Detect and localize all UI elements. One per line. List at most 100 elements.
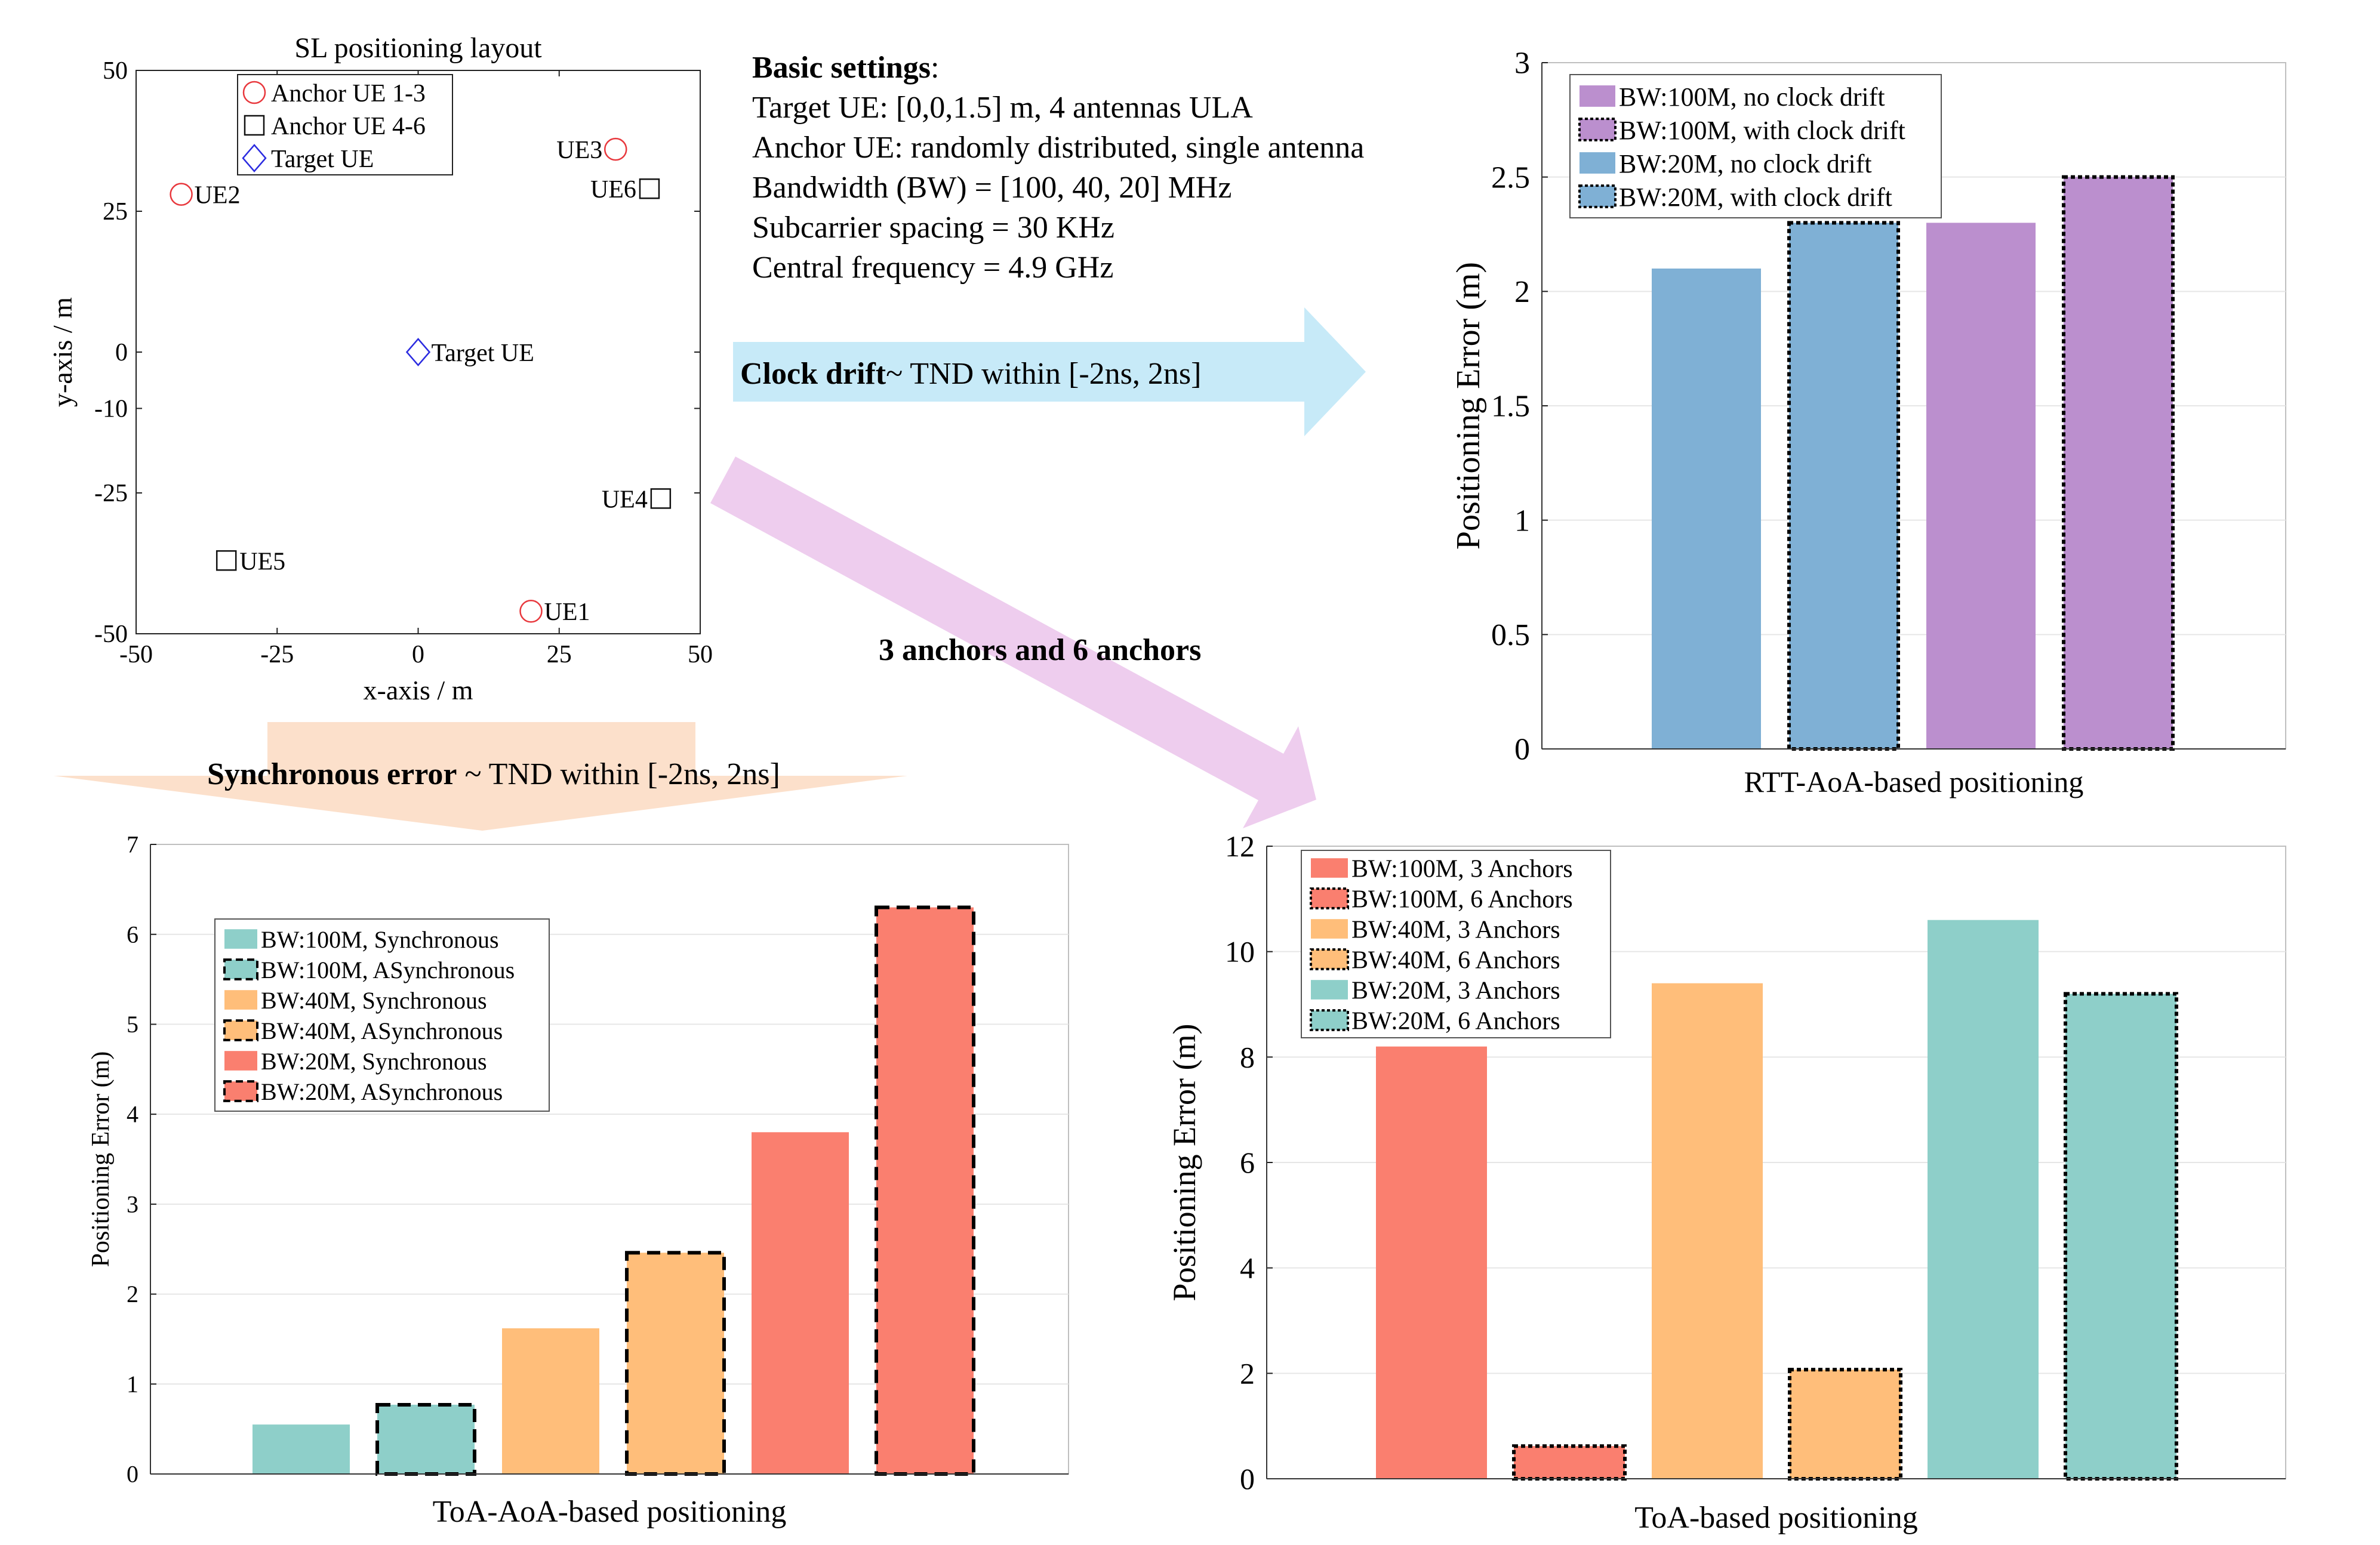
toa_aoa-legend-swatch xyxy=(224,929,257,949)
rtt-legend-label: BW:100M, with clock drift xyxy=(1619,116,1905,145)
toa_aoa-bar xyxy=(625,1251,726,1476)
toa_aoa-legend-label: BW:40M, ASynchronous xyxy=(261,1017,503,1044)
toa-xlabel: ToA-based positioning xyxy=(1634,1501,1917,1535)
rtt-bar xyxy=(1652,269,1761,749)
toa-bar xyxy=(1376,1046,1487,1479)
sync-error-arrow xyxy=(54,722,907,831)
toa-bar xyxy=(2064,992,2178,1481)
rtt-ytick-label: 1.5 xyxy=(1491,390,1530,424)
layout-ytick-label: -10 xyxy=(94,395,128,423)
toa-legend-swatch xyxy=(1310,1009,1349,1031)
rtt-ytick-label: 1 xyxy=(1514,504,1530,538)
layout-point-label: UE1 xyxy=(544,599,590,626)
layout-ytick-label: 50 xyxy=(103,57,128,85)
toa-ytick-label: 8 xyxy=(1240,1040,1255,1074)
settings-line-frequency: Central frequency = 4.9 GHz xyxy=(752,251,1114,285)
layout-point-circle xyxy=(604,137,627,161)
settings-line-bandwidth: Bandwidth (BW) = [100, 40, 20] MHz xyxy=(752,171,1232,205)
settings-line-subcarrier: Subcarrier spacing = 30 KHz xyxy=(752,211,1114,245)
toa-bar xyxy=(1788,1368,1902,1481)
layout-point-label: UE2 xyxy=(195,182,241,209)
toa_aoa-legend-label: BW:40M, Synchronous xyxy=(261,987,487,1014)
basic-settings-text: Basic settings: Target UE: [0,0,1.5] m, … xyxy=(752,48,1364,288)
toa_aoa-bar xyxy=(875,905,975,1476)
layout-point-square xyxy=(215,550,237,571)
rtt-legend-swatch xyxy=(1580,85,1615,107)
toa-legend-swatch xyxy=(1311,858,1348,878)
toa-legend-label: BW:40M, 6 Anchors xyxy=(1351,947,1560,975)
toa_aoa-legend-box xyxy=(214,918,550,1112)
toa-bar xyxy=(1652,983,1763,1479)
layout-chart: SL positioning layout -50 -25 0 25 50 -50 -25 -1… xyxy=(47,32,713,705)
clock-drift-bold: Clock drift xyxy=(740,357,886,391)
rtt-bar xyxy=(1926,223,2036,749)
toa_aoa-legend-label: BW:20M, Synchronous xyxy=(261,1048,487,1075)
toa-legend-swatch xyxy=(1311,919,1348,939)
toa-legend-swatch xyxy=(1310,887,1349,909)
rtt-legend-label: BW:100M, no clock drift xyxy=(1619,82,1885,112)
toa_aoa-ylabel: Positioning Error (m) xyxy=(87,1051,115,1268)
toa-bar xyxy=(1512,1444,1627,1481)
layout-point-label: UE5 xyxy=(239,548,285,575)
rtt-bar xyxy=(2062,175,2175,751)
layout-legend-label: Anchor UE 4-6 xyxy=(271,113,426,140)
clock-drift-arrow xyxy=(733,307,1366,436)
anchors-bold: 3 anchors and 6 anchors xyxy=(879,633,1202,667)
toa-ytick-label: 10 xyxy=(1225,935,1255,969)
toa_aoa-ytick-label: 0 xyxy=(127,1461,138,1488)
toa-bar xyxy=(1928,920,2039,1479)
layout-point-label: UE6 xyxy=(590,176,636,203)
layout-xtick-label: -25 xyxy=(260,641,294,668)
layout-legend-label: Target UE xyxy=(271,146,374,173)
toa-aoa-chart: 0 1 2 3 4 5 6 7 ToA-AoA-based positioning Positio… xyxy=(87,831,1069,1529)
toa-legend-label: BW:100M, 3 Anchors xyxy=(1351,856,1573,883)
rtt-xlabel: RTT-AoA-based positioning xyxy=(1744,765,2084,798)
toa-chart: 0 2 4 6 8 10 12 ToA-based positioning Positionin… xyxy=(1166,829,2286,1535)
rtt-aoa-chart: 0 0.5 1 1.5 2 2.5 3 RTT-AoA-based positioning Po… xyxy=(1450,47,2286,798)
rtt-bar xyxy=(1787,221,1900,751)
layout-legend-label: Anchor UE 1-3 xyxy=(271,80,426,107)
layout-point-diamond xyxy=(405,338,431,366)
toa_aoa-ytick-label: 2 xyxy=(127,1281,138,1307)
toa-ytick-label: 0 xyxy=(1240,1462,1255,1495)
clock-drift-label: Clock drift~ TND within [-2ns, 2ns] xyxy=(740,356,1201,391)
toa_aoa-ytick-label: 7 xyxy=(127,831,138,858)
clock-drift-rest: ~ TND within [-2ns, 2ns] xyxy=(886,357,1202,391)
layout-point-square xyxy=(639,178,660,199)
toa_aoa-legend-label: BW:20M, ASynchronous xyxy=(261,1078,503,1105)
layout-ylabel: y-axis / m xyxy=(47,297,78,407)
toa-ytick-label: 2 xyxy=(1240,1356,1255,1390)
anchors-arrow xyxy=(710,457,1316,828)
rtt-legend-swatch xyxy=(1578,118,1617,141)
layout-point-circle xyxy=(519,599,543,623)
rtt-legend-swatch xyxy=(1580,152,1615,174)
layout-xlabel: x-axis / m xyxy=(364,675,473,705)
rtt-legend-swatch xyxy=(1578,184,1617,208)
rtt-ytick-label: 0.5 xyxy=(1491,618,1530,652)
sync-error-rest: ~ TND within [-2ns, 2ns] xyxy=(457,757,780,791)
layout-xtick-label: -50 xyxy=(119,641,153,668)
layout-point-square xyxy=(650,488,672,509)
rtt-legend-box xyxy=(1569,74,1942,218)
layout-legend-marker xyxy=(242,81,266,104)
layout-legend-marker xyxy=(242,144,267,172)
toa-legend-label: BW:40M, 3 Anchors xyxy=(1351,917,1560,944)
toa_aoa-legend-swatch xyxy=(223,1019,258,1041)
layout-point-label: Target UE xyxy=(432,340,534,367)
toa_aoa-bar xyxy=(752,1132,849,1474)
layout-legend-box xyxy=(237,74,453,175)
toa_aoa-xlabel: ToA-AoA-based positioning xyxy=(433,1495,787,1529)
rtt-ytick-label: 2.5 xyxy=(1491,161,1530,195)
settings-heading: Basic settings xyxy=(752,51,931,85)
rtt-ytick-label: 0 xyxy=(1514,733,1530,767)
toa_aoa-bar xyxy=(375,1402,476,1476)
toa-legend-label: BW:20M, 6 Anchors xyxy=(1351,1008,1560,1035)
toa-legend-swatch xyxy=(1311,980,1348,1000)
toa_aoa-legend-swatch xyxy=(224,1051,257,1071)
toa_aoa-legend-swatch xyxy=(223,958,258,980)
toa_aoa-legend-swatch xyxy=(223,1080,258,1102)
sync-error-bold: Synchronous error xyxy=(207,757,457,791)
layout-point-label: UE4 xyxy=(602,486,648,513)
layout-ytick-label: 0 xyxy=(115,339,128,366)
